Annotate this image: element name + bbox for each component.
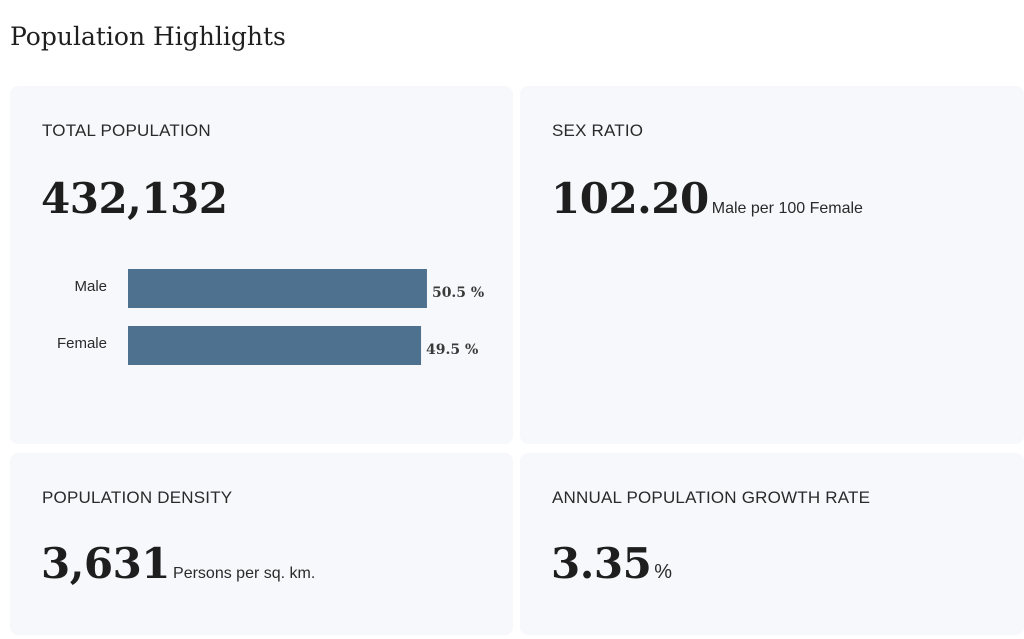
population-density-card: POPULATION DENSITY 3,631 Persons per sq. … bbox=[10, 453, 513, 635]
bar-male bbox=[128, 269, 427, 308]
population-density-label: POPULATION DENSITY bbox=[42, 488, 233, 507]
sex-ratio-card: SEX RATIO 102.20 Male per 100 Female bbox=[520, 86, 1024, 444]
bar-category-female: Female bbox=[57, 335, 107, 352]
population-density-unit: Persons per sq. km. bbox=[173, 565, 316, 582]
gender-bar-chart: Male 50.5 % Female 49.5 % bbox=[57, 269, 484, 365]
sex-ratio-value: 102.20 bbox=[551, 174, 709, 223]
population-density-value: 3,631 bbox=[41, 539, 171, 588]
page-title: Population Highlights bbox=[10, 22, 286, 51]
growth-rate-label: ANNUAL POPULATION GROWTH RATE bbox=[552, 488, 871, 507]
sex-ratio-stat: 102.20 Male per 100 Female bbox=[551, 174, 863, 223]
sex-ratio-label: SEX RATIO bbox=[552, 121, 644, 140]
growth-rate-unit: % bbox=[654, 561, 673, 583]
bar-value-female: 49.5 % bbox=[426, 342, 478, 358]
total-population-value: 432,132 bbox=[41, 174, 228, 223]
growth-rate-value: 3.35 bbox=[551, 539, 652, 588]
sex-ratio-unit: Male per 100 Female bbox=[711, 200, 863, 217]
total-population-card: TOTAL POPULATION 432,132 Male 50.5 % Femal… bbox=[10, 86, 513, 444]
bar-female bbox=[128, 326, 422, 365]
population-density-stat: 3,631 Persons per sq. km. bbox=[41, 539, 315, 588]
growth-rate-card: ANNUAL POPULATION GROWTH RATE 3.35% bbox=[520, 453, 1024, 635]
total-population-stat: 432,132 bbox=[41, 174, 228, 223]
total-population-label: TOTAL POPULATION bbox=[42, 121, 211, 140]
bar-category-male: Male bbox=[74, 278, 107, 295]
bar-value-male: 50.5 % bbox=[432, 285, 484, 301]
growth-rate-stat: 3.35% bbox=[551, 539, 672, 588]
